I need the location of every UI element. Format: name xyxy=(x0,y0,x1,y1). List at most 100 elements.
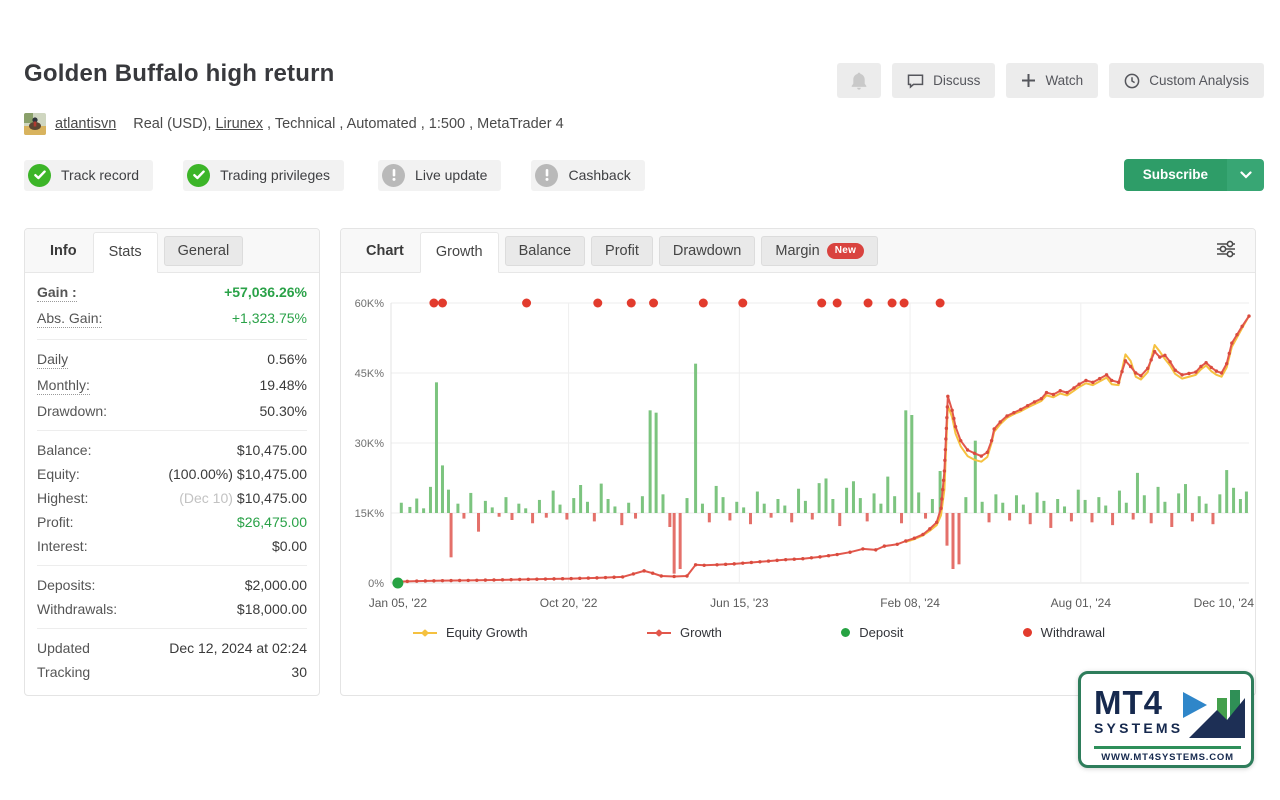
stat-value-note: (100.00%) xyxy=(168,466,233,482)
legend-growth[interactable]: Growth xyxy=(647,625,722,640)
y-axis-label: 30K% xyxy=(355,438,385,450)
account-meta: Real (USD), Lirunex , Technical , Automa… xyxy=(133,116,563,132)
account-meta-row: atlantisvn Real (USD), Lirunex , Technic… xyxy=(24,113,564,135)
tab-profit[interactable]: Profit xyxy=(591,235,653,266)
tab-label: Growth xyxy=(435,244,483,260)
stat-row-updated: Updated Dec 12, 2024 at 02:24 xyxy=(37,636,307,660)
header-actions: Discuss Watch Custom Analysis xyxy=(837,63,1264,98)
legend-deposit[interactable]: Deposit xyxy=(841,625,903,640)
legend-label: Equity Growth xyxy=(446,625,528,640)
stat-value: $2,000.00 xyxy=(245,577,307,593)
exclamation-icon xyxy=(535,163,559,187)
stat-value-main: +1,323.75% xyxy=(231,310,307,326)
meta-post: , Technical , Automated , 1:500 , MetaTr… xyxy=(263,116,564,132)
chart-settings-button[interactable] xyxy=(1211,235,1241,266)
exclamation-icon xyxy=(382,163,406,187)
stat-value: +57,036.26% xyxy=(224,284,307,300)
withdrawal-dot[interactable] xyxy=(437,298,447,308)
broker-link[interactable]: Lirunex xyxy=(215,116,264,132)
tab-chart[interactable]: Chart xyxy=(353,243,417,259)
mt4-systems-logo: MT4 SYSTEMS WWW.MT4SYSTEMS.COM xyxy=(1078,671,1254,768)
withdrawal-dot[interactable] xyxy=(899,298,909,308)
custom-analysis-label: Custom Analysis xyxy=(1149,73,1249,88)
stat-value: 30 xyxy=(291,664,307,680)
legend-withdrawal[interactable]: Withdrawal xyxy=(1022,625,1105,640)
withdrawal-dot[interactable] xyxy=(593,298,603,308)
withdrawal-dot[interactable] xyxy=(935,298,945,308)
check-icon xyxy=(187,163,211,187)
deposit-dot[interactable] xyxy=(392,577,404,589)
stat-value: $0.00 xyxy=(272,538,307,554)
legend-label: Deposit xyxy=(859,625,904,640)
bell-icon xyxy=(850,71,868,91)
withdrawal-dot[interactable] xyxy=(863,298,873,308)
legend-dot-marker xyxy=(841,628,851,637)
stats-tabbar: Info Stats General xyxy=(25,229,319,273)
withdrawal-dot[interactable] xyxy=(649,298,659,308)
withdrawal-dot[interactable] xyxy=(817,298,827,308)
stat-value-main: $10,475.00 xyxy=(236,466,307,482)
watch-label: Watch xyxy=(1045,73,1084,88)
stat-value-main: 19.48% xyxy=(259,377,307,393)
check-icon xyxy=(28,163,51,187)
withdrawal-dot[interactable] xyxy=(698,298,708,308)
stat-row-interest: Interest: $0.00 xyxy=(37,534,307,558)
growth-line xyxy=(397,315,1250,583)
badge-trading-privileges[interactable]: Trading privileges xyxy=(183,159,345,191)
tab-balance[interactable]: Balance xyxy=(504,235,586,266)
legend-equity-growth[interactable]: Equity Growth xyxy=(413,625,528,640)
legend-dot-marker xyxy=(1022,628,1032,637)
tab-label: Balance xyxy=(518,242,572,259)
tab-general[interactable]: General xyxy=(163,235,244,266)
stats-divider xyxy=(37,339,307,340)
badge-live-update[interactable]: Live update xyxy=(378,159,502,191)
badge-track-record[interactable]: Track record xyxy=(24,159,154,191)
chat-icon xyxy=(907,73,924,89)
badge-label: Live update xyxy=(415,167,488,183)
clock-icon xyxy=(1124,73,1140,89)
author-link[interactable]: atlantisvn xyxy=(55,116,117,132)
mt4-logo-url: WWW.MT4SYSTEMS.COM xyxy=(1094,746,1241,763)
stat-label: Tracking xyxy=(37,664,91,680)
withdrawal-dot[interactable] xyxy=(429,298,439,308)
tab-growth[interactable]: Growth xyxy=(419,232,499,273)
tab-label: Info xyxy=(50,242,77,259)
discuss-button[interactable]: Discuss xyxy=(892,63,996,98)
withdrawal-dot[interactable] xyxy=(887,298,897,308)
withdrawal-dot[interactable] xyxy=(626,298,636,308)
stat-label: Deposits: xyxy=(37,577,96,593)
badge-cashback[interactable]: Cashback xyxy=(531,159,645,191)
withdrawal-dot[interactable] xyxy=(738,298,748,308)
x-axis-label: Feb 08, '24 xyxy=(880,596,940,610)
stat-value: +1,323.75% xyxy=(232,310,307,326)
stat-row-abs-gain: Abs. Gain: +1,323.75% xyxy=(37,306,307,332)
notifications-button[interactable] xyxy=(837,63,882,98)
stat-value-main: 0.56% xyxy=(267,351,307,367)
withdrawal-dot[interactable] xyxy=(522,298,532,308)
sliders-icon xyxy=(1215,240,1237,262)
y-axis-label: 45K% xyxy=(355,368,385,380)
plus-icon xyxy=(1021,73,1036,88)
custom-analysis-button[interactable]: Custom Analysis xyxy=(1109,63,1264,98)
badge-label: Track record xyxy=(61,167,140,183)
withdrawal-dot[interactable] xyxy=(832,298,842,308)
tab-drawdown[interactable]: Drawdown xyxy=(658,235,756,266)
new-badge: New xyxy=(826,242,865,259)
stats-divider xyxy=(37,565,307,566)
tab-margin[interactable]: Margin New xyxy=(761,235,879,266)
stat-value: (Dec 10) $10,475.00 xyxy=(179,490,307,506)
tab-label: Profit xyxy=(605,242,639,259)
discuss-label: Discuss xyxy=(933,73,981,88)
stat-value-main: 30 xyxy=(291,664,307,680)
meta-pre: Real (USD), xyxy=(133,116,216,132)
tab-info[interactable]: Info xyxy=(37,243,90,259)
mt4-chart-icon xyxy=(1183,684,1246,743)
tab-stats[interactable]: Stats xyxy=(92,232,158,273)
stats-divider xyxy=(37,628,307,629)
chart-panel: Chart Growth Balance Profit Drawdown Margin Ne… xyxy=(340,228,1256,696)
subscribe-button[interactable]: Subscribe xyxy=(1123,159,1264,191)
stat-row-monthly: Monthly: 19.48% xyxy=(37,373,307,399)
watch-button[interactable]: Watch xyxy=(1006,63,1099,98)
subscribe-caret[interactable] xyxy=(1227,159,1264,191)
